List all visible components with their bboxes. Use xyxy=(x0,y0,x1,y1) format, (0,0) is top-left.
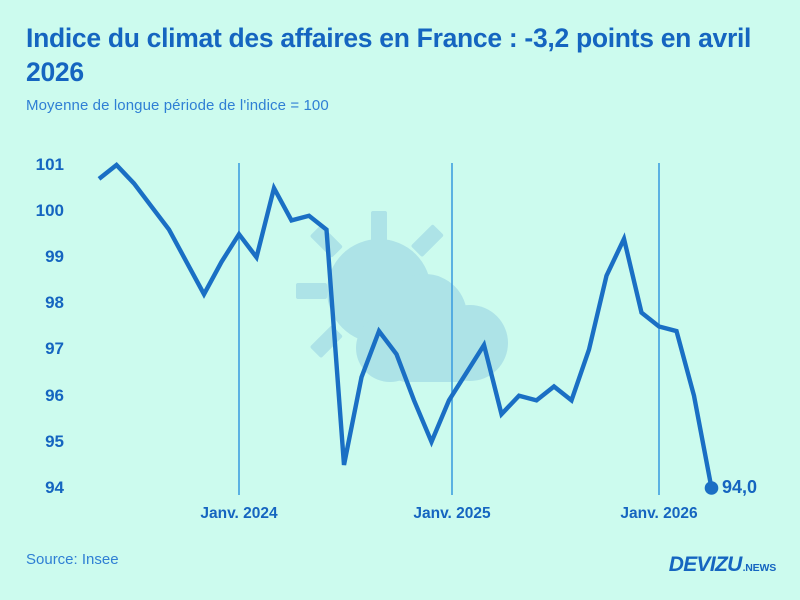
vertical-gridlines xyxy=(238,163,660,495)
ytick-label-97: 97 xyxy=(45,339,64,358)
brand-logo: DEVIZU .NEWS xyxy=(669,553,776,577)
ytick-label-100: 100 xyxy=(35,201,64,220)
source-note: Source: Insee xyxy=(26,551,119,568)
ytick-label-95: 95 xyxy=(45,432,64,451)
xtick-label-janv-2025: Janv. 2025 xyxy=(413,505,491,522)
data-series-line xyxy=(97,162,714,489)
chart-subtitle: Moyenne de longue période de l'indice = … xyxy=(26,97,329,115)
chart-header: Indice du climat des affaires en France … xyxy=(26,22,776,114)
endpoint-marker xyxy=(704,481,719,495)
xtick-label-janv-2024: Janv. 2024 xyxy=(200,505,278,522)
ytick-label-94: 94 xyxy=(45,478,64,497)
ytick-label-98: 98 xyxy=(45,293,64,312)
page-title: Indice du climat des affaires en France … xyxy=(26,23,752,87)
brand-suffix: .NEWS xyxy=(742,562,777,574)
brand-name: DEVIZU xyxy=(668,553,743,576)
endpoint-value-label: 94,0 xyxy=(722,477,758,497)
ytick-label-96: 96 xyxy=(45,386,64,405)
xtick-label-janv-2026: Janv. 2026 xyxy=(620,505,698,522)
ytick-label-101: 101 xyxy=(35,155,64,174)
ytick-label-99: 99 xyxy=(45,247,64,266)
